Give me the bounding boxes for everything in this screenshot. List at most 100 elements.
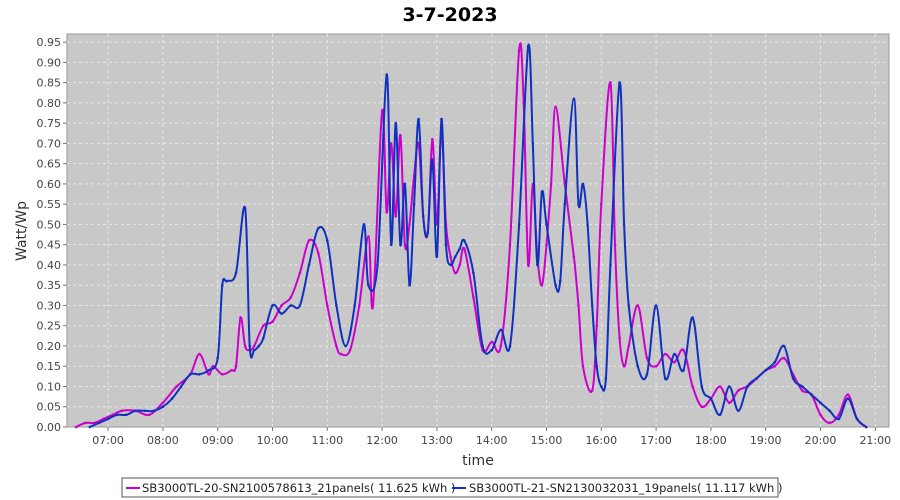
data-point (74, 425, 78, 429)
data-point (691, 316, 694, 319)
y-tick-label: 0.25 (37, 320, 62, 333)
data-point (248, 344, 251, 348)
data-point (645, 373, 649, 376)
data-point (243, 206, 247, 210)
y-tick-label: 0.05 (37, 401, 62, 414)
y-tick-label: 0.75 (37, 117, 62, 130)
y-tick-label: 0.55 (37, 198, 62, 211)
data-point (545, 243, 548, 246)
data-point (536, 263, 539, 267)
data-point (819, 401, 822, 405)
y-tick-label: 0.90 (37, 56, 62, 69)
plot-area (66, 33, 890, 428)
data-point (371, 304, 375, 307)
data-point (449, 255, 452, 259)
data-point (463, 247, 466, 250)
data-point (613, 243, 617, 246)
data-point (718, 385, 722, 388)
data-point (737, 389, 740, 392)
data-point (385, 211, 389, 214)
data-point (134, 409, 137, 413)
data-point (84, 421, 87, 425)
data-point (234, 364, 238, 368)
data-point (376, 263, 379, 267)
x-tick-label: 12:00 (366, 434, 398, 447)
data-point (170, 397, 174, 400)
data-point (257, 344, 261, 348)
y-tick-label: 0.95 (37, 36, 62, 49)
data-point (673, 352, 676, 356)
data-point (545, 223, 548, 226)
data-point (595, 364, 598, 368)
data-point (604, 377, 608, 380)
x-tick-label: 17:00 (640, 434, 672, 447)
data-point (271, 320, 274, 324)
data-point (394, 121, 398, 125)
data-point (746, 385, 749, 388)
data-point (773, 364, 777, 368)
data-point (472, 271, 475, 275)
x-tick-label: 14:00 (476, 434, 508, 447)
data-point (198, 352, 201, 356)
data-point (280, 312, 283, 315)
data-point (800, 389, 804, 392)
data-point (645, 356, 649, 360)
data-point (581, 182, 585, 186)
data-point (367, 283, 370, 287)
data-point (216, 356, 219, 360)
data-point (316, 227, 320, 230)
data-point (339, 352, 343, 356)
data-point (262, 324, 265, 328)
x-tick-label: 15:00 (531, 434, 563, 447)
data-point (673, 360, 676, 364)
data-point (472, 296, 475, 299)
data-point (389, 243, 393, 246)
data-point (609, 263, 612, 267)
data-point (526, 263, 530, 267)
x-axis: 07:00 08:00 09:00 10:00 11:00 12:00 13:00 14:00… (92, 427, 891, 447)
data-point (636, 304, 640, 307)
data-point (389, 142, 393, 145)
data-point (819, 413, 822, 417)
x-tick-label: 08:00 (147, 434, 179, 447)
data-point (453, 255, 457, 259)
x-tick-label: 11:00 (311, 434, 343, 447)
data-point (225, 279, 229, 283)
data-point (230, 369, 233, 372)
data-point (691, 385, 694, 388)
data-point (508, 243, 512, 246)
data-point (367, 235, 370, 238)
data-point (175, 385, 178, 388)
data-point (453, 271, 457, 275)
data-point (622, 364, 626, 368)
data-point (590, 389, 594, 392)
data-point (828, 421, 831, 425)
grid-lines (67, 34, 889, 427)
data-point (161, 405, 165, 409)
data-point (399, 243, 402, 246)
data-point (490, 340, 494, 344)
data-point (563, 202, 567, 206)
data-point (161, 401, 165, 405)
data-point (120, 409, 124, 413)
data-point (115, 413, 119, 417)
data-point (782, 356, 786, 360)
data-point (431, 138, 434, 141)
y-tick-label: 0.85 (37, 77, 62, 90)
data-point (791, 377, 795, 380)
data-point (508, 344, 512, 348)
data-point (335, 304, 338, 307)
data-point (654, 364, 658, 368)
data-point (682, 369, 685, 372)
data-point (499, 328, 503, 332)
data-point (444, 243, 448, 246)
chart-title: 3-7-2023 (402, 4, 497, 26)
data-point (408, 283, 411, 287)
x-tick-label: 16:00 (585, 434, 617, 447)
data-point (627, 304, 630, 307)
x-tick-label: 13:00 (421, 434, 453, 447)
data-point (654, 304, 658, 307)
y-tick-label: 0.65 (37, 158, 62, 171)
data-point (93, 421, 96, 425)
legend-entry-2: SB3000TL-21-SN2130032031_19panels( 11.11… (469, 481, 782, 495)
